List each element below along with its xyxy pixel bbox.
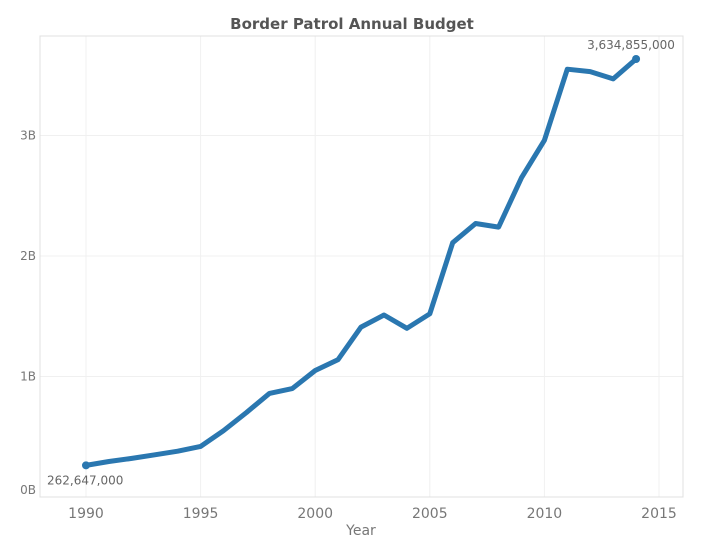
y-tick-label: 2B <box>20 249 36 263</box>
x-axis: 1990 1995 2000 2005 2010 2015 <box>68 506 677 522</box>
data-label: 262,647,000 <box>47 473 123 487</box>
series-layer <box>83 56 639 468</box>
x-tick-label: 2005 <box>412 506 448 522</box>
annotations: 262,647,000 3,634,855,000 <box>47 38 675 487</box>
x-tick-label: 2015 <box>641 506 677 522</box>
x-axis-label: Year <box>345 523 376 539</box>
endpoint-marker <box>632 54 641 63</box>
x-tick-label: 1990 <box>68 506 104 522</box>
data-label: 3,634,855,000 <box>587 38 675 52</box>
y-tick-label: 0B <box>20 483 36 497</box>
x-tick-label: 2000 <box>297 506 333 522</box>
y-axis: 0B 1B 2B 3B <box>20 129 36 498</box>
chart-title: Border Patrol Annual Budget <box>230 15 474 33</box>
y-tick-label: 1B <box>20 370 36 384</box>
y-tick-label: 3B <box>20 129 36 143</box>
x-tick-label: 1995 <box>183 506 219 522</box>
x-tick-label: 2010 <box>527 506 563 522</box>
series-line <box>83 56 639 468</box>
plot-frame <box>39 35 684 498</box>
grid-lines <box>40 36 683 497</box>
endpoint-marker <box>82 461 90 470</box>
